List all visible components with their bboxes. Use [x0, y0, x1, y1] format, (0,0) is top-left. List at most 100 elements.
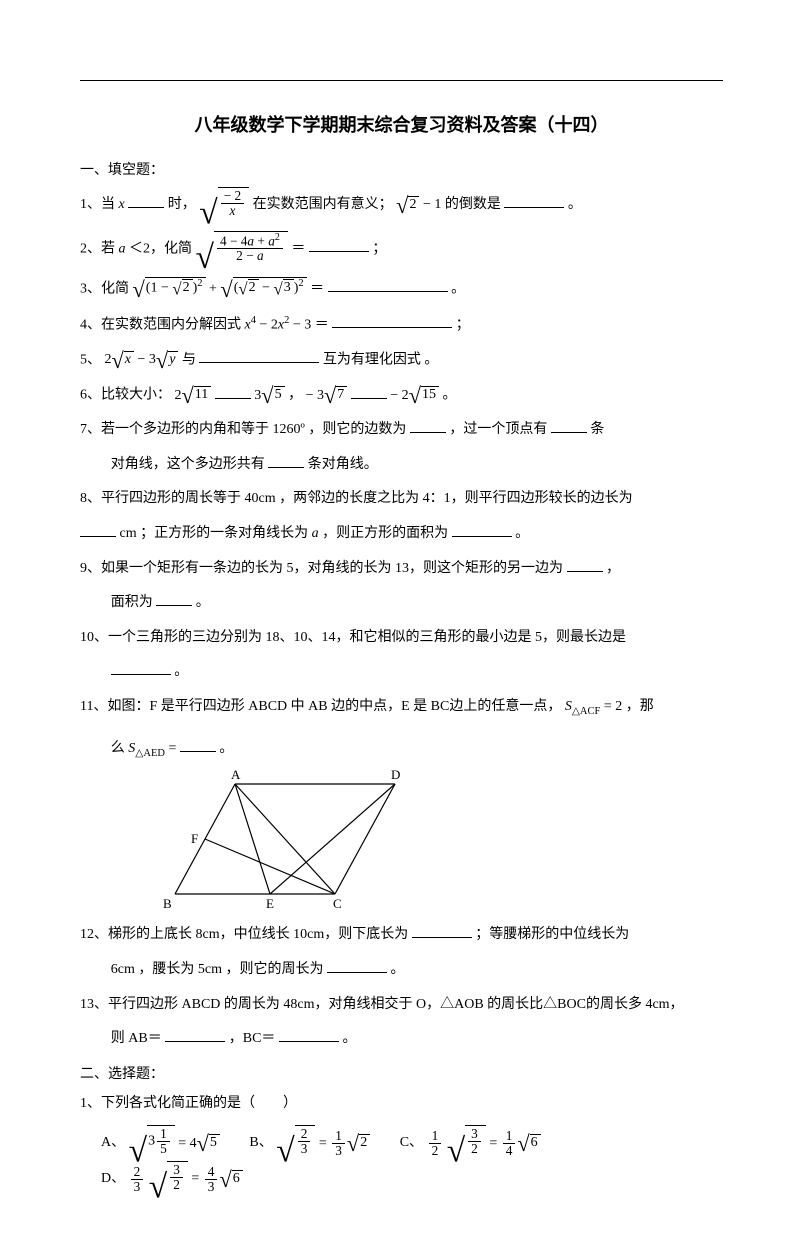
- q2-text-b: ＜2，化简: [129, 241, 196, 256]
- q8-text-a: 8、平行四边形的周长等于 40cm ，两邻边的长度之比为 4：1，则平行四边形较…: [80, 491, 633, 506]
- q2-var-a: a: [119, 241, 126, 256]
- q11-s1: S: [565, 699, 572, 714]
- page: 八年级数学下学期期末综合复习资料及答案（十四） 一、填空题： 1、当 x 时， …: [0, 0, 793, 1245]
- q6-blank-1: [215, 384, 251, 399]
- q10-text-b: 。: [174, 664, 188, 679]
- mc1-opt-b: B、 √23 = 13√2: [249, 1125, 370, 1161]
- q7-line2: 对角线，这个多边形共有 条对角线。: [80, 452, 723, 479]
- q7-text-b: ，过一个顶点有: [449, 422, 547, 437]
- q8-text-d: 。: [515, 526, 529, 541]
- q7-blank-3: [268, 453, 304, 468]
- opt-b-label: B、: [249, 1136, 272, 1151]
- q7: 7、若一个多边形的内角和等于 1260º ，则它的边数为 ，过一个顶点有 条: [80, 417, 723, 444]
- q9: 9、如果一个矩形有一条边的长为 5，对角线的长为 13，则这个矩形的另一边为 ，: [80, 556, 723, 583]
- q3-text-b: ＝: [310, 281, 324, 296]
- q1-text-b: 时，: [168, 197, 196, 212]
- q12-blank-1: [412, 923, 472, 938]
- svg-text:D: D: [391, 769, 400, 782]
- q12-text-a: 12、梯形的上底长 8cm，中位线长 10cm，则下底长为: [80, 927, 408, 942]
- q1-text-d: 的倒数是: [445, 197, 501, 212]
- q1-sqrt-2: √2: [396, 192, 419, 219]
- q2: 2、若 a ＜2，化简 √4 − 4a + a22 − a ＝ ；: [80, 231, 723, 268]
- page-title: 八年级数学下学期期末综合复习资料及答案（十四）: [80, 111, 723, 137]
- q11-figure: ADBCEF: [120, 769, 440, 914]
- opt-c-label: C、: [400, 1136, 423, 1151]
- mc1-options: A、 √315 = 4√5 B、 √23 = 13√2 C、 12 √32 = …: [101, 1125, 723, 1197]
- q7-blank-1: [410, 418, 446, 433]
- q13-text-d: 。: [342, 1031, 356, 1046]
- q1-blank-1: [128, 193, 164, 208]
- q6-e3: − 3√7: [306, 388, 348, 403]
- q11-text-d: 。: [219, 741, 233, 756]
- q11-text-a: 11、如图：F 是平行四边形 ABCD 中 AB 边的中点，E 是 BC边上的任…: [80, 699, 561, 714]
- q12-line2: 6cm ，腰长为 5cm ，则它的周长为 。: [80, 957, 723, 984]
- mc1-opt-d: D、 23 √32 = 43√6: [101, 1161, 243, 1197]
- opt-a-label: A、: [101, 1136, 125, 1151]
- mc1-opt-a: A、 √315 = 4√5: [101, 1125, 220, 1161]
- q13-line2: 则 AB＝ ，BC＝ 。: [80, 1026, 723, 1053]
- q9-text-c: 面积为: [111, 595, 153, 610]
- q6-text-b: ，: [288, 388, 302, 403]
- q1-var-x: x: [119, 197, 125, 212]
- svg-text:B: B: [163, 896, 172, 911]
- q5-expr: 2√x − 3√y: [105, 352, 179, 367]
- q10: 10、一个三角形的三边分别为 18、10、14，和它相似的三角形的最小边是 5，…: [80, 625, 723, 652]
- svg-text:F: F: [191, 831, 198, 846]
- q9-text-a: 9、如果一个矩形有一条边的长为 5，对角线的长为 13，则这个矩形的另一边为: [80, 561, 563, 576]
- q8-line2: cm ；正方形的一条对角线长为 a ，则正方形的面积为 。: [80, 521, 723, 548]
- q8-text-c: ，则正方形的面积为: [322, 526, 448, 541]
- q11-blank: [180, 737, 216, 752]
- q8-blank-1: [80, 522, 116, 537]
- q7-text-a: 7、若一个多边形的内角和等于 1260º ，则它的边数为: [80, 422, 406, 437]
- q1: 1、当 x 时， √− 2x 在实数范围内有意义； √2 − 1 的倒数是 。: [80, 187, 723, 223]
- q9-line2: 面积为 。: [80, 590, 723, 617]
- q1-sqrt-1: √− 2x: [199, 187, 249, 223]
- q8-text-b: cm ；正方形的一条对角线长为: [120, 526, 312, 541]
- q7-text-d: 对角线，这个多边形共有: [111, 457, 265, 472]
- q3-text-c: 。: [451, 281, 465, 296]
- q12: 12、梯形的上底长 8cm，中位线长 10cm，则下底长为 ；等腰梯形的中位线长…: [80, 922, 723, 949]
- q8: 8、平行四边形的周长等于 40cm ，两邻边的长度之比为 4：1，则平行四边形较…: [80, 486, 723, 513]
- q5-blank: [199, 348, 319, 363]
- q4-blank: [332, 313, 452, 328]
- mc1: 1、下列各式化简正确的是（ ）: [80, 1091, 723, 1118]
- q2-blank: [309, 237, 369, 252]
- q6-text-c: 。: [442, 388, 456, 403]
- q1-blank-2: [504, 193, 564, 208]
- section-fill-heading: 一、填空题：: [80, 159, 723, 179]
- q10-line2: 。: [80, 659, 723, 686]
- q13-text-a: 13、平行四边形 ABCD 的周长为 48cm，对角线相交于 O，△AOB 的周…: [80, 997, 684, 1012]
- q11: 11、如图：F 是平行四边形 ABCD 中 AB 边的中点，E 是 BC边上的任…: [80, 694, 723, 722]
- q5-text-a: 5、: [80, 352, 101, 367]
- q13-text-c: ，BC＝: [229, 1031, 276, 1046]
- q1-text-a: 1、当: [80, 197, 119, 212]
- q11-line2: 么 S△AED = 。: [80, 736, 723, 764]
- q3: 3、化简 √(1 − √2)2 + √(√2 − √3)2 ＝ 。: [80, 276, 723, 303]
- q4-text-c: ；: [456, 317, 470, 332]
- q2-text-d: ；: [372, 241, 386, 256]
- q3-plus: +: [209, 281, 220, 296]
- q3-sqrt-2: √(√2 − √3)2: [220, 276, 306, 303]
- q13-blank-1: [165, 1027, 225, 1042]
- q9-blank-1: [567, 557, 603, 572]
- q6-e2: 3√5: [254, 388, 284, 403]
- q1-minus1: − 1: [423, 197, 441, 212]
- section-mc-heading: 二、选择题：: [80, 1063, 723, 1083]
- q11-text-c: 么: [111, 741, 129, 756]
- q5-text-c: 互为有理化因式 。: [323, 352, 439, 367]
- q4: 4、在实数范围内分解因式 x4 − 2x2 − 3 ＝ ；: [80, 311, 723, 339]
- q4-text-a: 4、在实数范围内分解因式: [80, 317, 245, 332]
- q11-text-b: ，那: [626, 699, 654, 714]
- q5: 5、 2√x − 3√y 与 互为有理化因式 。: [80, 347, 723, 374]
- q3-text-a: 3、化简: [80, 281, 133, 296]
- q8-a: a: [312, 526, 319, 541]
- q11-sub2: △AED: [135, 747, 165, 758]
- q12-text-c: 6cm ，腰长为 5cm ，则它的周长为: [111, 962, 324, 977]
- q7-text-e: 条对角线。: [308, 457, 378, 472]
- q6: 6、比较大小： 2√11 3√5 ， − 3√7 − 2√15 。: [80, 382, 723, 409]
- q9-blank-2: [156, 591, 192, 606]
- top-rule: [80, 80, 723, 81]
- q9-text-d: 。: [196, 595, 210, 610]
- q2-text-a: 2、若: [80, 241, 119, 256]
- q9-text-b: ，: [606, 561, 620, 576]
